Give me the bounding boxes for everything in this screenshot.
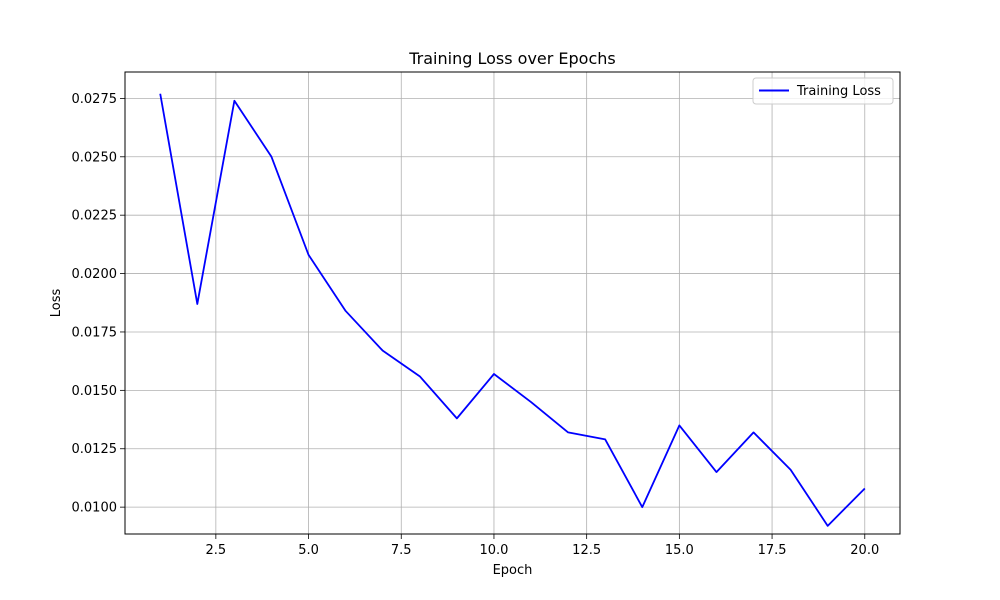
y-tick-label: 0.0100 — [72, 501, 118, 516]
x-axis-label: Epoch — [493, 563, 533, 578]
x-tick-label: 7.5 — [391, 543, 412, 558]
x-tick-label: 17.5 — [758, 543, 787, 558]
x-tick-label: 10.0 — [479, 543, 508, 558]
x-tick-label: 2.5 — [206, 543, 227, 558]
y-tick-label: 0.0225 — [72, 209, 118, 224]
x-tick-label: 12.5 — [572, 543, 601, 558]
chart-title: Training Loss over Epochs — [408, 49, 616, 68]
series-line-training-loss — [159, 93, 866, 527]
y-tick-label: 0.0275 — [72, 92, 118, 107]
plot-frame — [124, 71, 901, 535]
y-tick-label: 0.0250 — [72, 150, 118, 165]
legend-label: Training Loss — [796, 84, 881, 99]
x-tick-label: 20.0 — [850, 543, 879, 558]
y-tick-label: 0.0150 — [72, 384, 118, 399]
y-tick-label: 0.0200 — [72, 267, 118, 282]
grid — [125, 72, 900, 534]
x-axis-ticks: 2.5 5.0 7.5 10.0 12.5 15.0 17.5 20.0 — [206, 534, 879, 558]
y-tick-label: 0.0175 — [72, 325, 118, 340]
x-tick-label: 5.0 — [298, 543, 319, 558]
y-tick-label: 0.0125 — [72, 442, 118, 457]
y-axis-ticks: 0.0100 0.0125 0.0150 0.0175 0.0200 0.0225 0.02… — [72, 92, 125, 516]
legend-box — [752, 77, 894, 105]
series-layer — [159, 93, 866, 527]
y-axis-label: Loss — [49, 289, 64, 318]
legend: Training Loss — [752, 77, 894, 105]
x-tick-label: 15.0 — [665, 543, 694, 558]
